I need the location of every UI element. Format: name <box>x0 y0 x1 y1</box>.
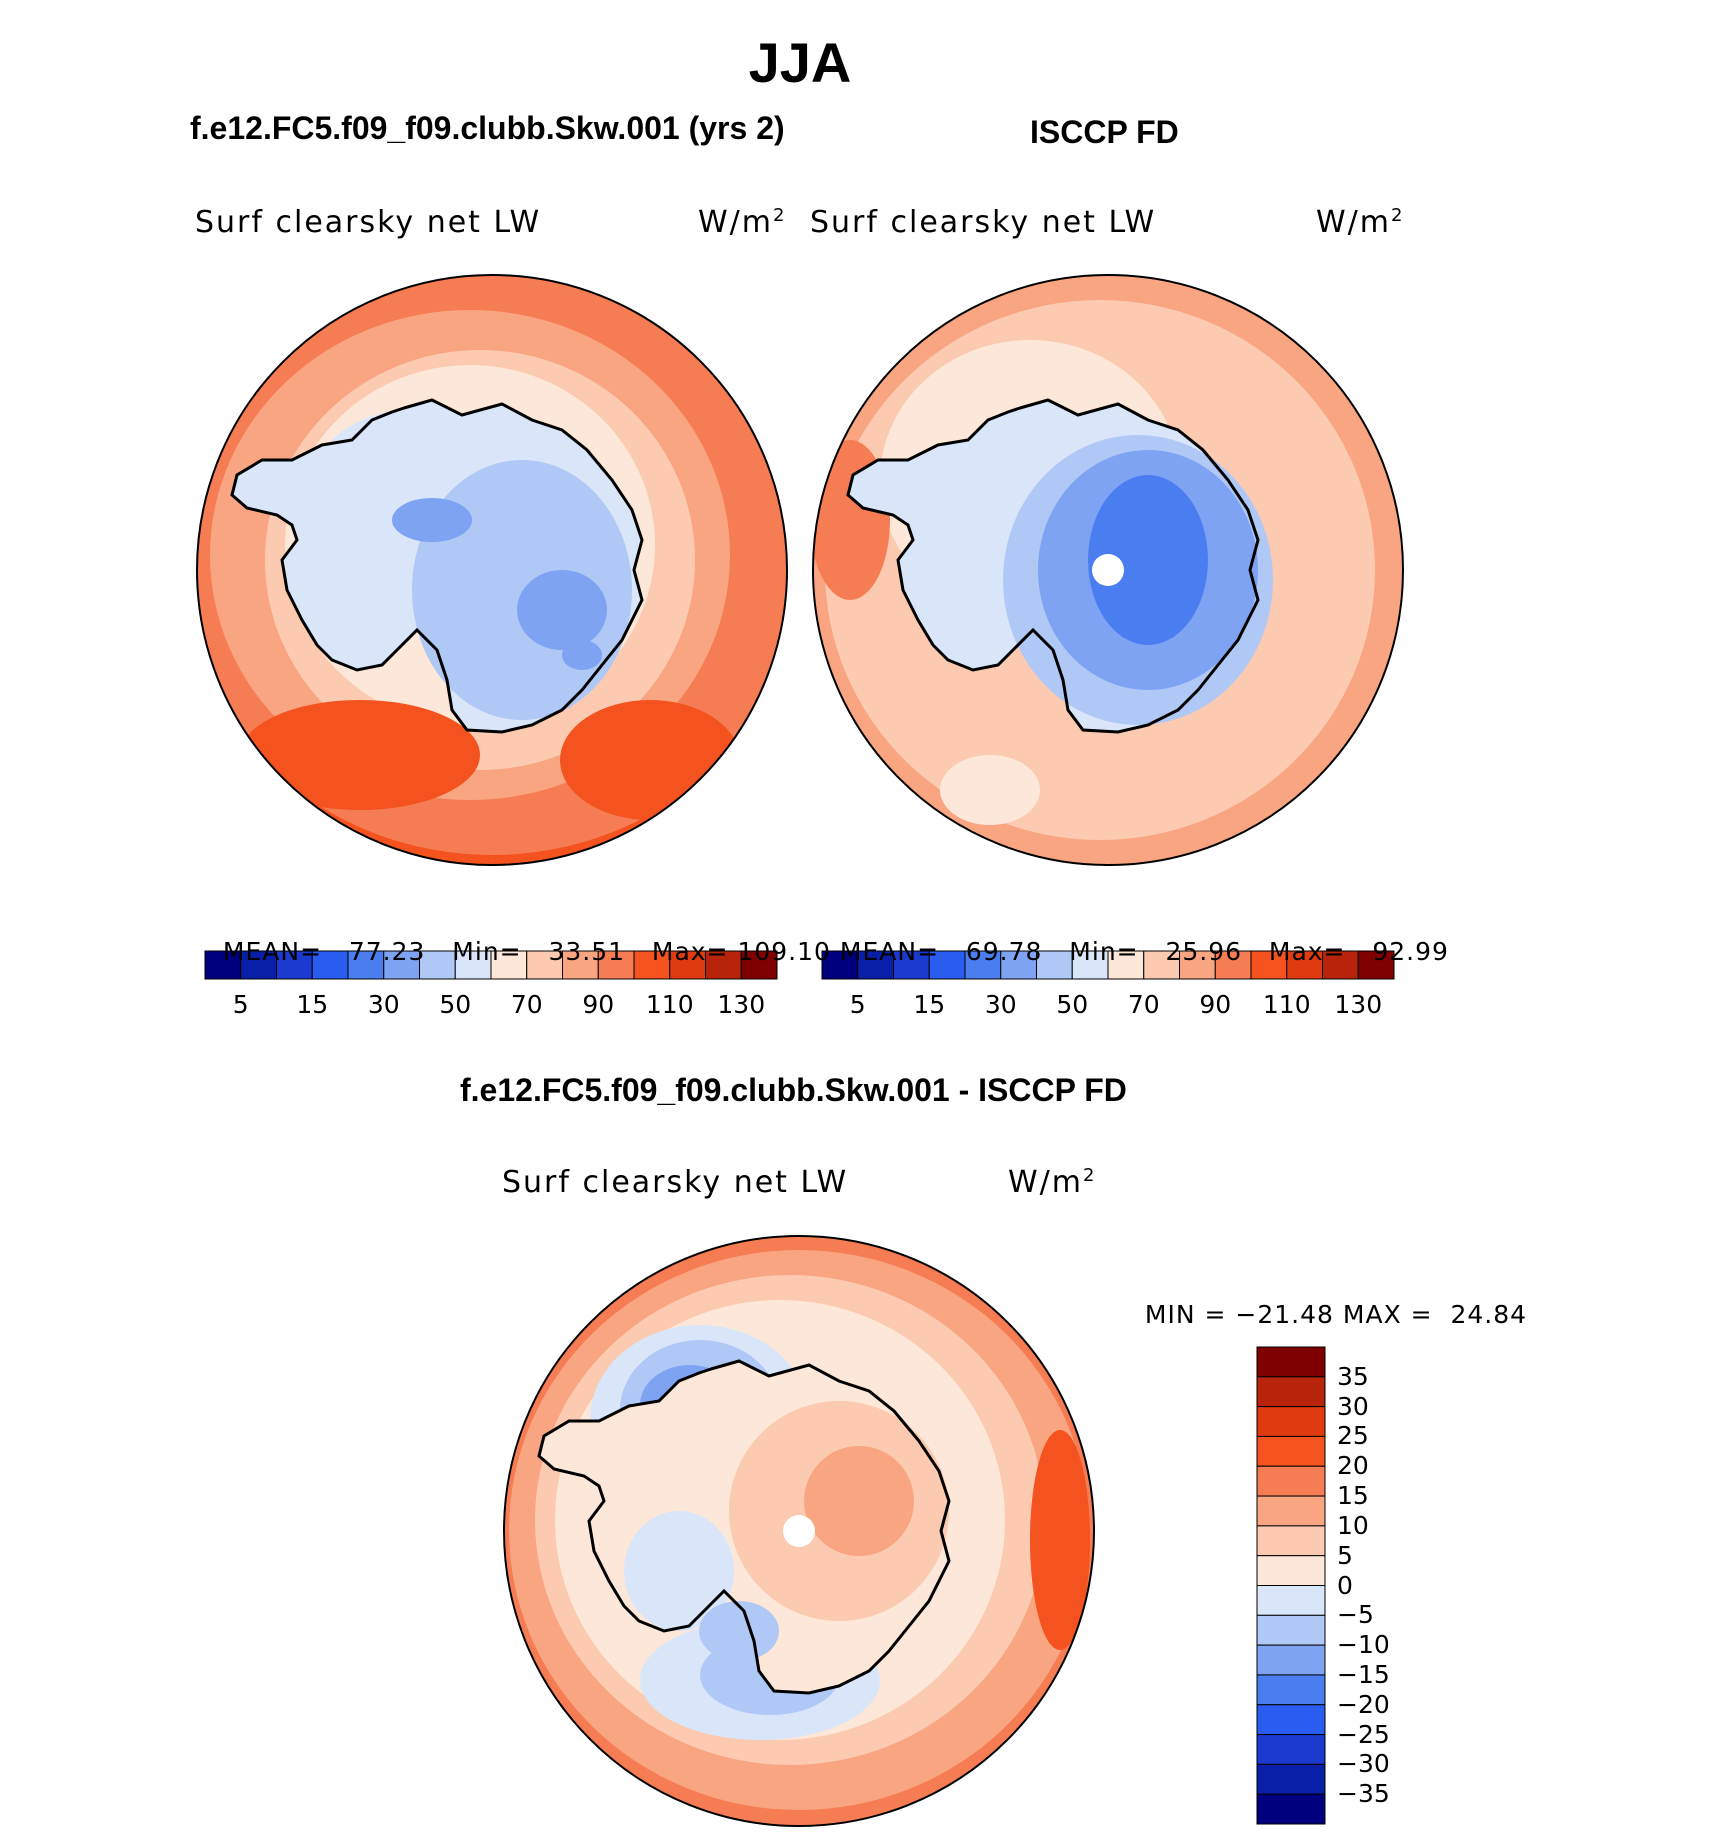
left-colorbar <box>204 950 778 980</box>
left-map <box>197 275 787 865</box>
left-case-title: f.e12.FC5.f09_f09.clubb.Skw.001 (yrs 2) <box>190 110 785 146</box>
colorbar-swatch <box>633 950 671 980</box>
colorbar-swatch <box>1143 950 1180 980</box>
left-units-label: W/m2 <box>698 205 787 240</box>
colorbar-swatch <box>383 950 420 980</box>
diff-case-title: f.e12.FC5.f09_f09.clubb.Skw.001 - ISCCP … <box>460 1072 1127 1108</box>
colorbar-swatch <box>311 950 349 980</box>
colorbar-tick-label: 5 <box>1337 1540 1353 1570</box>
colorbar-tick-label: −30 <box>1337 1749 1390 1779</box>
colorbar-swatch <box>1256 1763 1326 1795</box>
colorbar-tick-label: 130 <box>717 990 766 1019</box>
colorbar-tick-label: −10 <box>1337 1630 1390 1660</box>
colorbar-tick-label: 90 <box>1199 990 1232 1019</box>
right-map-border <box>812 274 1404 866</box>
colorbar-swatch <box>347 950 385 980</box>
colorbar-swatch <box>276 950 313 980</box>
left-stats: MEAN= 77.23 Min= 33.51 Max= 109.10 <box>222 937 831 966</box>
colorbar-tick-label: 70 <box>1127 990 1160 1019</box>
colorbar-swatch <box>562 950 599 980</box>
colorbar-swatch <box>1256 1614 1326 1646</box>
colorbar-tick-label: 110 <box>1262 990 1311 1019</box>
colorbar-swatch <box>1357 950 1395 980</box>
colorbar-tick-label: −15 <box>1337 1659 1390 1689</box>
colorbar-tick-label: 10 <box>1337 1510 1369 1540</box>
colorbar-swatch <box>740 950 778 980</box>
colorbar-tick-label: 15 <box>913 990 946 1019</box>
diff-pole-mask <box>783 1515 815 1547</box>
right-units-label: W/m2 <box>1316 205 1405 240</box>
right-variable-label: Surf clearsky net LW <box>810 205 1157 240</box>
colorbar-tick-label: 15 <box>1337 1481 1369 1511</box>
colorbar-swatch <box>240 950 277 980</box>
colorbar-swatch <box>204 950 242 980</box>
diff-colorbar <box>1256 1346 1326 1825</box>
colorbar-tick-label: 90 <box>582 990 615 1019</box>
diff-map <box>504 1236 1094 1826</box>
colorbar-swatch <box>1322 950 1359 980</box>
colorbar-tick-label: −25 <box>1337 1719 1390 1749</box>
right-case-title: ISCCP FD <box>1030 114 1179 150</box>
figure-title: JJA <box>748 31 852 94</box>
colorbar-swatch <box>526 950 563 980</box>
colorbar-swatch <box>1256 1555 1326 1586</box>
colorbar-swatch <box>1214 950 1252 980</box>
colorbar-swatch <box>1256 1674 1326 1706</box>
colorbar-swatch <box>1256 1346 1326 1378</box>
colorbar-tick-label: 110 <box>645 990 694 1019</box>
diff-units-label: W/m2 <box>1008 1165 1097 1200</box>
colorbar-tick-label: 50 <box>1056 990 1089 1019</box>
colorbar-tick-label: 0 <box>1337 1570 1353 1600</box>
colorbar-tick-label: 70 <box>510 990 543 1019</box>
colorbar-swatch <box>1256 1525 1326 1557</box>
diff-variable-label: Surf clearsky net LW <box>502 1165 849 1200</box>
colorbar-swatch <box>893 950 930 980</box>
colorbar-swatch <box>1107 950 1145 980</box>
colorbar-swatch <box>1256 1793 1326 1825</box>
colorbar-swatch <box>1250 950 1288 980</box>
colorbar-swatch <box>1256 1644 1326 1676</box>
colorbar-swatch <box>490 950 528 980</box>
colorbar-swatch <box>1256 1465 1326 1497</box>
colorbar-tick-label: 30 <box>1337 1391 1369 1421</box>
colorbar-tick-label: −5 <box>1337 1600 1374 1630</box>
colorbar-tick-label: −20 <box>1337 1689 1390 1719</box>
colorbar-swatch <box>705 950 742 980</box>
colorbar-tick-label: 130 <box>1334 990 1383 1019</box>
left-map-border <box>196 274 788 866</box>
colorbar-tick-label: 25 <box>1337 1421 1369 1451</box>
colorbar-swatch <box>1256 1734 1326 1765</box>
colorbar-tick-label: 50 <box>439 990 472 1019</box>
diff-stats: MIN = −21.48 MAX = 24.84 <box>1144 1300 1528 1329</box>
colorbar-swatch <box>1256 1495 1326 1527</box>
colorbar-tick-label: 20 <box>1337 1451 1369 1481</box>
colorbar-swatch <box>1256 1704 1326 1736</box>
colorbar-swatch <box>1256 1435 1326 1467</box>
colorbar-tick-label: 35 <box>1337 1361 1369 1391</box>
colorbar-swatch <box>964 950 1002 980</box>
colorbar-tick-label: −35 <box>1337 1779 1390 1809</box>
right-stats: MEAN= 69.78 Min= 25.96 Max= 92.99 <box>839 937 1449 966</box>
colorbar-tick-label: 30 <box>984 990 1017 1019</box>
diff-map-border <box>503 1235 1095 1827</box>
colorbar-tick-label: 30 <box>367 990 400 1019</box>
colorbar-swatch <box>1256 1585 1326 1616</box>
colorbar-swatch <box>821 950 859 980</box>
colorbar-swatch <box>1036 950 1073 980</box>
colorbar-tick-label: 5 <box>232 990 249 1019</box>
colorbar-swatch <box>1071 950 1109 980</box>
colorbar-tick-label: 5 <box>849 990 866 1019</box>
colorbar-swatch <box>1286 950 1323 980</box>
colorbar-swatch <box>1256 1376 1326 1408</box>
left-variable-label: Surf clearsky net LW <box>195 205 542 240</box>
right-pole-mask <box>1092 554 1124 586</box>
colorbar-swatch <box>1256 1406 1326 1437</box>
right-colorbar <box>821 950 1395 980</box>
colorbar-tick-label: 15 <box>296 990 329 1019</box>
